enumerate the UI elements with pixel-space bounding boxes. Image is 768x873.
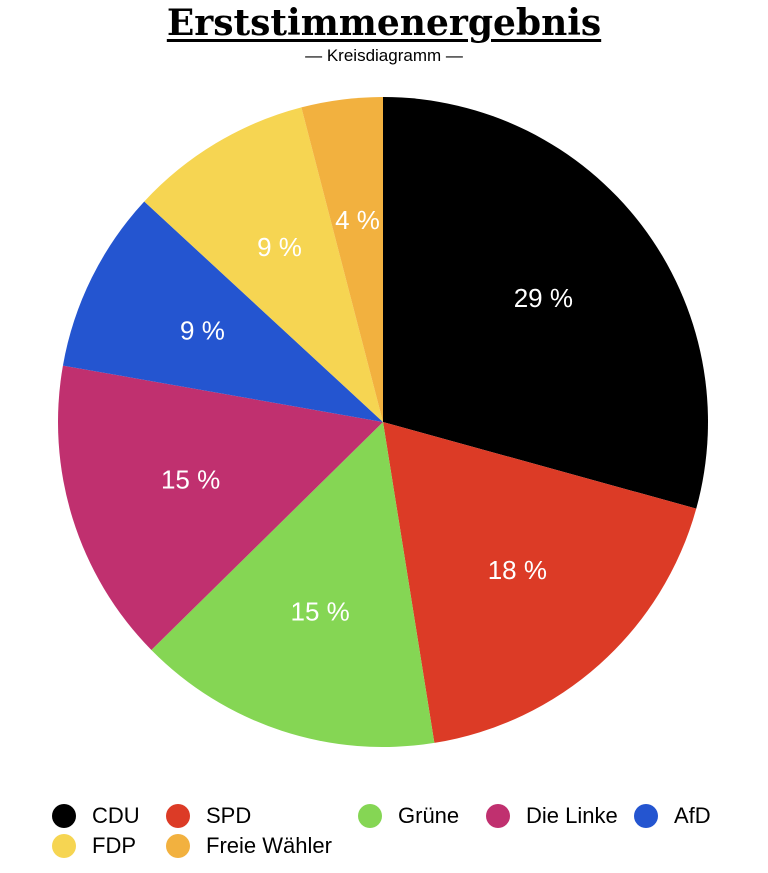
pie-slice-cdu xyxy=(383,97,709,509)
legend-item-die-linke: Die Linke xyxy=(486,802,618,830)
legend-swatch xyxy=(358,804,382,828)
legend-item-cdu: CDU xyxy=(52,802,140,830)
chart-subtitle: — Kreisdiagramm — xyxy=(305,46,463,65)
pie-slice-fdp xyxy=(144,107,383,422)
legend-swatch xyxy=(486,804,510,828)
legend-label: SPD xyxy=(206,803,252,828)
legend-label: AfD xyxy=(674,803,711,828)
legend-swatch xyxy=(52,804,76,828)
legend-label: FDP xyxy=(92,833,136,858)
slice-label-cdu: 29 % xyxy=(514,283,573,313)
legend-swatch xyxy=(166,834,190,858)
legend-item-freie-waehler: Freie Wähler xyxy=(166,832,332,860)
pie-slice-spd xyxy=(383,422,697,743)
slice-label-die-linke: 15 % xyxy=(161,465,220,495)
pie-slice-afd xyxy=(62,201,384,422)
legend-label: Freie Wähler xyxy=(206,833,332,858)
slice-label-spd: 18 % xyxy=(488,555,547,585)
legend-swatch xyxy=(634,804,658,828)
pie-slice-gruene xyxy=(151,422,435,748)
legend-item-gruene: Grüne xyxy=(358,802,459,830)
pie-slice-freie-waehler xyxy=(301,97,383,422)
legend-label: CDU xyxy=(92,803,140,828)
legend-swatch xyxy=(52,834,76,858)
legend-item-spd: SPD xyxy=(166,802,251,830)
legend-swatch xyxy=(166,804,190,828)
pie-slice-die-linke xyxy=(57,365,383,650)
legend-label: Grüne xyxy=(398,803,460,828)
slice-label-gruene: 15 % xyxy=(290,596,349,626)
legend-label: Die Linke xyxy=(526,803,618,828)
slice-label-freie-waehler: 4 % xyxy=(335,205,380,235)
chart-title: Erststimmenergebnis xyxy=(166,2,602,44)
legend-item-afd: AfD xyxy=(634,802,711,830)
legend-item-fdp: FDP xyxy=(52,832,136,860)
slice-label-fdp: 9 % xyxy=(257,232,302,262)
slice-label-afd: 9 % xyxy=(180,315,225,345)
